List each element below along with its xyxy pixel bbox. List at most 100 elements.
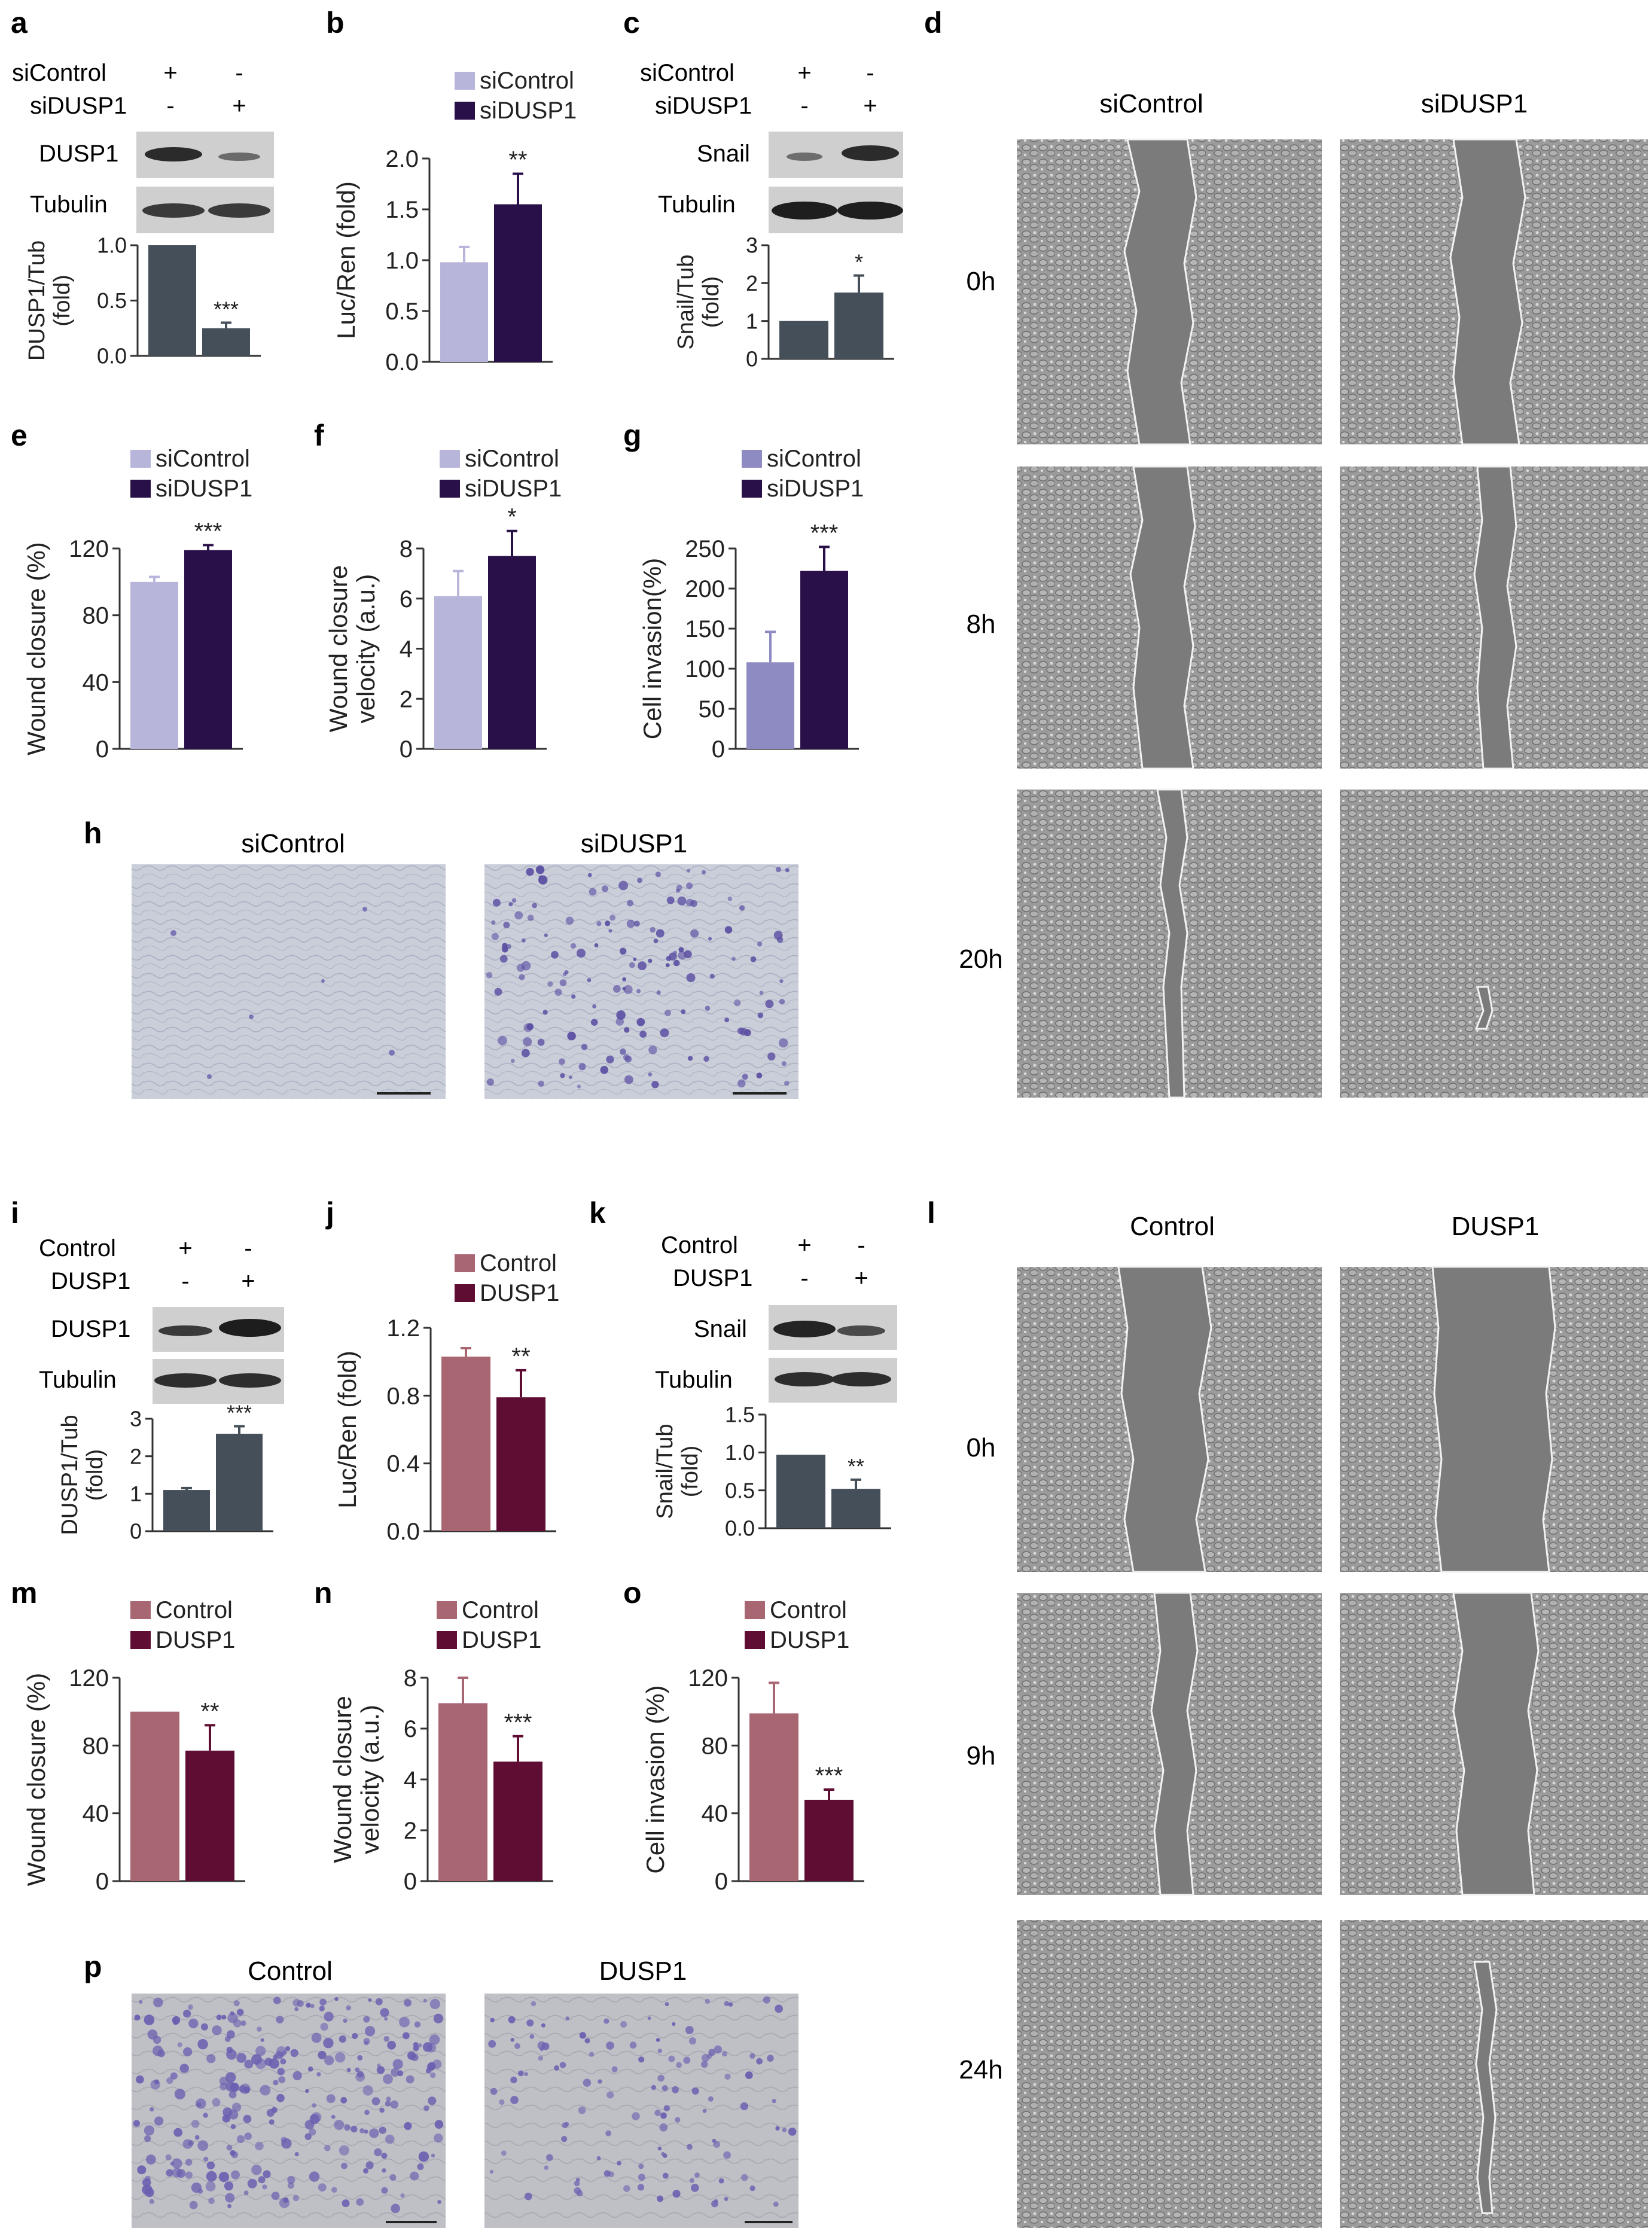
phase-contrast-micrograph-icon: [1017, 788, 1322, 1099]
stained-cell-dot: [510, 1059, 515, 1063]
legend-swatch: [455, 1284, 475, 1302]
stained-cell-dot: [326, 2094, 336, 2104]
stained-cell-dot: [632, 2112, 640, 2120]
legend-swatch: [130, 480, 151, 498]
blot-panel-i: Control + - DUSP1 - + DUSP1 Tubulin: [39, 1235, 284, 1404]
column-header: DUSP1: [1452, 1212, 1540, 1241]
stained-cell-dot: [196, 2098, 206, 2109]
stained-cell-dot: [304, 2133, 312, 2140]
bar-siDUSP1: [800, 571, 848, 749]
stained-cell-dot: [661, 2151, 665, 2156]
stained-cell-dot: [414, 2021, 421, 2028]
significance-label: ***: [815, 1763, 843, 1789]
stained-cell-dot: [150, 2107, 154, 2112]
stained-cell-dot: [702, 2108, 707, 2113]
bar-siDUSP1: [488, 556, 536, 749]
phase-contrast-micrograph-icon: [1340, 1920, 1648, 2228]
legend-label: Control: [156, 1597, 233, 1623]
condition-sign: +: [797, 60, 811, 86]
stained-cell-dot: [524, 2072, 528, 2076]
panel-label-a: a: [11, 6, 28, 39]
stained-cell-dot: [559, 2062, 566, 2068]
stained-cell-dot: [731, 956, 736, 961]
stained-cell-dot: [544, 933, 548, 937]
stained-cell-dot: [636, 1017, 645, 1026]
stained-cell-dot: [739, 905, 745, 911]
significance-label: ***: [227, 1401, 252, 1425]
y-tick-label: 1.5: [725, 1403, 755, 1427]
stained-cell-dot: [773, 931, 783, 940]
stained-cell-dot: [514, 2043, 520, 2049]
stained-cell-dot: [144, 2014, 155, 2025]
stained-cell-dot: [364, 2041, 368, 2046]
bar-chart-n: 0 2 4 6 8 Wound closure velocity (a.u.) *** Cont…: [328, 1597, 553, 1895]
bar-siDUSP1: [202, 328, 250, 356]
bar-Control: [776, 1455, 825, 1528]
stained-cell-dot: [711, 2200, 718, 2208]
stained-cell-dot: [651, 2084, 657, 2090]
stained-cell-dot: [577, 1084, 581, 1089]
y-axis-title: Cell invasion (%): [641, 1685, 669, 1873]
stained-cell-dot: [194, 2135, 200, 2140]
bar-chart-a: 0.0 0.5 1.0 DUSP1/Tub (fold) ***: [25, 233, 261, 368]
panel-label-k: k: [589, 1196, 606, 1230]
stained-cell-dot: [276, 2016, 284, 2023]
y-tick-label: 2: [130, 1444, 142, 1468]
y-axis-title: (fold): [83, 1449, 108, 1501]
stained-cell-dot: [417, 2043, 422, 2048]
stained-cell-dot: [271, 2107, 278, 2113]
stained-cell-dot: [428, 2062, 436, 2070]
y-tick-label: 1.0: [385, 248, 419, 274]
stained-cell-dot: [224, 2036, 231, 2043]
condition-sign: -: [857, 1232, 865, 1258]
stained-cell-dot: [377, 2064, 381, 2068]
blot-label: Tubulin: [30, 191, 108, 218]
stained-cell-dot: [404, 1999, 412, 2007]
stained-cell-dot: [578, 2106, 586, 2114]
stained-cell-dot: [666, 896, 675, 904]
stained-cell-dot: [673, 959, 680, 967]
bar-chart-f: 0 2 4 6 8 Wound closure velocity (a.u.) * siCont…: [324, 446, 562, 763]
stained-cell-dot: [672, 2086, 679, 2093]
phase-contrast-micrograph-icon: [1340, 138, 1648, 446]
stained-cell-dot: [606, 2041, 614, 2050]
stained-cell-dot: [385, 2134, 395, 2144]
stained-cell-dot: [668, 2055, 675, 2062]
stained-cell-dot: [616, 1010, 626, 1020]
stained-cell-dot: [526, 867, 534, 876]
stained-cell-dot: [411, 2053, 419, 2061]
stained-cell-dot: [584, 2038, 590, 2044]
panel-label-p: p: [84, 1950, 102, 1983]
stained-cell-dot: [655, 871, 661, 877]
y-tick-label: 4: [404, 1767, 417, 1793]
y-tick-label: 120: [69, 536, 109, 562]
significance-label: *: [507, 504, 517, 531]
phase-contrast-micrograph-icon: [1017, 1920, 1322, 2228]
stained-cell-dot: [605, 2130, 611, 2137]
stained-cell-dot: [136, 2075, 144, 2084]
significance-label: ***: [194, 518, 222, 544]
stained-cell-dot: [687, 2144, 693, 2150]
stained-cell-dot: [785, 868, 790, 873]
stained-cell-dot: [307, 2066, 313, 2072]
y-axis-title: Wound closure: [324, 565, 352, 732]
stained-cell-dot: [306, 2003, 311, 2008]
stained-cell-dot: [490, 2017, 495, 2023]
significance-label: *: [855, 250, 863, 275]
legend-label: siControl: [156, 446, 250, 472]
y-axis-title: (fold): [699, 276, 724, 328]
legend-swatch: [440, 450, 460, 468]
stained-cell-dot: [708, 2049, 715, 2056]
stained-cell-dot: [197, 2039, 208, 2050]
stained-cell-dot: [623, 2185, 630, 2192]
stained-cell-dot: [657, 2146, 662, 2151]
bar-Control: [130, 1711, 179, 1881]
bar-chart-b: 0.0 0.5 1.0 1.5 2.0 Luc/Ren (fold) ** siControl…: [332, 68, 577, 376]
stained-cell-dot: [149, 2199, 154, 2204]
stained-cell-dot: [724, 926, 733, 934]
stained-cell-dot: [510, 2076, 517, 2083]
stained-cell-dot: [648, 1046, 657, 1054]
legend-label: Control: [770, 1597, 847, 1623]
stained-cell-dot: [430, 2072, 436, 2078]
condition-label: DUSP1: [51, 1268, 130, 1294]
